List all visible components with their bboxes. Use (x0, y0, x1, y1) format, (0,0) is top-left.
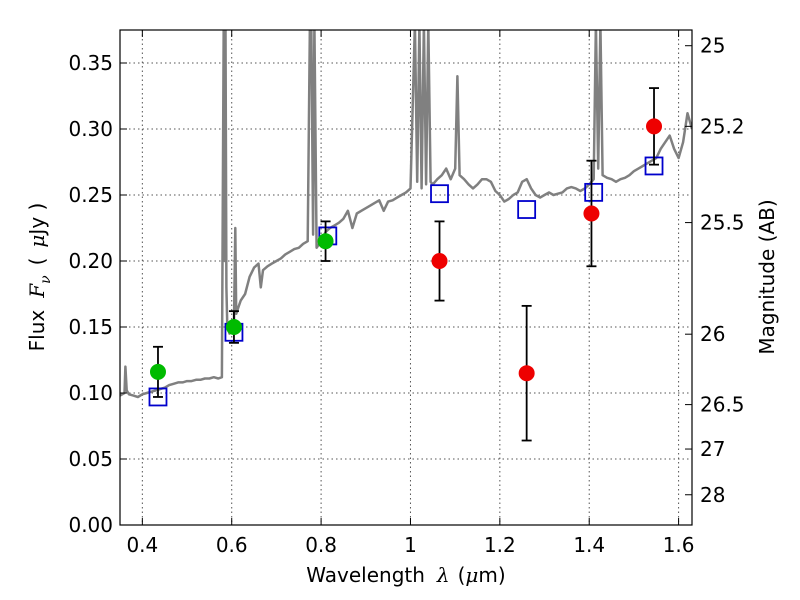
y2-tick-label: 26 (700, 322, 725, 346)
y-tick-label: 0.15 (68, 315, 113, 339)
x-tick-label: 1.4 (573, 533, 605, 557)
model-square-marker (517, 200, 537, 219)
model-square-marker (584, 182, 604, 202)
y2-axis-label: Magnitude (AB) (755, 199, 779, 354)
y2-tick-label: 25 (700, 34, 725, 58)
x-tick-label: 0.6 (216, 533, 248, 557)
plot-frame (119, 29, 693, 526)
template-spectrum-line (120, 30, 692, 399)
y2-tick-label: 25.5 (700, 211, 745, 235)
model-square-marker (430, 184, 449, 204)
y-tick-label: 0.35 (68, 51, 113, 75)
y-tick-label: 0.05 (68, 447, 113, 471)
y-tick-label: 0.00 (68, 513, 113, 537)
green-point-marker (149, 363, 166, 380)
green-point-marker (225, 319, 242, 335)
axis-ticks: 0.4 0.6 0.8 1 1.2 1.4 1.6 0.00 0.05 0.10 0.15 0.20 0… (68, 30, 745, 557)
red-point-marker (431, 253, 448, 269)
y2-tick-label: 28 (700, 483, 725, 507)
x-tick-label: 1.6 (663, 533, 695, 557)
data-markers (148, 87, 664, 442)
x-tick-label: 0.8 (305, 533, 337, 557)
x-tick-label: 1 (404, 533, 417, 557)
x-axis-label: Wavelength λ (μm) (306, 563, 505, 587)
red-point-marker (583, 205, 600, 222)
green-point-marker (317, 233, 334, 250)
grid-lines (120, 30, 692, 526)
y-tick-label: 0.25 (68, 183, 113, 207)
y2-tick-label: 25.2 (700, 114, 745, 138)
y2-tick-label: 27 (700, 437, 725, 461)
x-tick-label: 1.2 (484, 533, 516, 557)
y-axis-label: FluxFν(μJy ) (25, 203, 54, 352)
red-point-marker (518, 365, 535, 382)
y-tick-label: 0.30 (68, 117, 113, 141)
red-point-marker (646, 118, 663, 135)
x-tick-label: 0.4 (126, 533, 158, 557)
y2-tick-label: 26.5 (700, 393, 745, 417)
y-tick-label: 0.20 (68, 249, 113, 273)
y-tick-label: 0.10 (68, 381, 113, 405)
